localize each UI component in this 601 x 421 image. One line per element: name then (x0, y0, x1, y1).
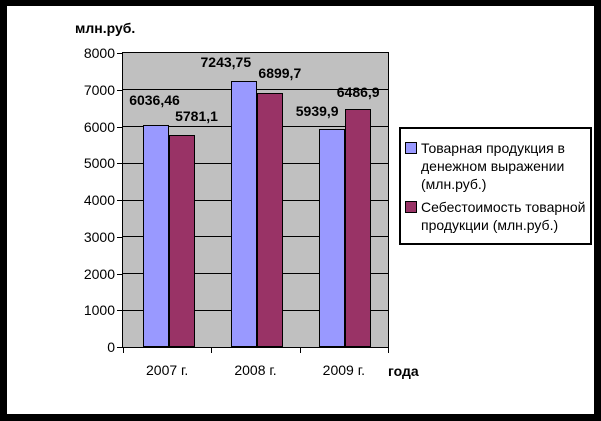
x-axis-category-label: 2008 г. (234, 362, 277, 378)
plot-area: 6036,46 5781,1 7243,75 6899,7 5939,9 6486,9 (122, 52, 389, 348)
bar-value-label: 6486,9 (336, 83, 380, 100)
legend-label: Товарная продукция в денежном выражении … (421, 140, 565, 192)
y-axis-tick (117, 236, 123, 238)
legend-swatch-series2 (405, 201, 417, 213)
y-axis-tick-label: 6000 (83, 118, 115, 135)
x-axis-title: года (388, 363, 419, 379)
y-axis-tick-label: 0 (107, 339, 115, 355)
chart-title: млн.руб. (75, 20, 136, 36)
y-axis-tick (117, 163, 123, 165)
bar-series2-2009 (345, 108, 372, 347)
legend-swatch-series1 (405, 142, 417, 154)
chart-canvas: млн.руб. 6036,46 5781,1 7243,75 6899,7 5939,… (7, 6, 594, 414)
bar-value-label: 5939,9 (295, 102, 339, 119)
x-axis-category-label: 2009 г. (322, 362, 365, 378)
x-axis-tick (211, 348, 213, 353)
y-axis-tick (117, 347, 123, 348)
y-axis-tick-label: 8000 (83, 45, 115, 61)
x-axis-tick (299, 348, 301, 353)
y-axis-tick-label: 1000 (83, 302, 115, 319)
x-axis-tick (388, 348, 389, 353)
y-axis-tick-label: 4000 (83, 192, 115, 208)
bar-series2-2008 (256, 93, 283, 347)
legend: Товарная продукция в денежном выражении … (399, 127, 592, 245)
bar-series1-2009 (319, 128, 346, 347)
legend-item: Товарная продукция в денежном выражении … (405, 139, 588, 193)
y-axis-tick (117, 53, 123, 54)
bar-series2-2007 (168, 134, 195, 347)
y-axis-tick-label: 2000 (83, 265, 115, 282)
legend-item: Себестоимость товарной продукции (млн.ру… (405, 198, 588, 234)
y-axis-tick (117, 310, 123, 312)
y-axis-tick-label: 7000 (83, 81, 115, 98)
bar-value-label: 6899,7 (258, 65, 302, 82)
x-axis-category-label: 2007 г. (145, 362, 189, 378)
bar-value-label: 6036,46 (129, 92, 180, 109)
legend-label: Себестоимость товарной продукции (млн.ру… (421, 199, 586, 233)
y-axis-tick (117, 273, 123, 275)
bar-series1-2007 (142, 125, 169, 347)
y-axis-tick (117, 126, 123, 128)
y-axis-tick-label: 3000 (83, 228, 115, 245)
y-axis-tick (117, 200, 123, 201)
bar-value-label: 7243,75 (200, 53, 252, 70)
bar-series1-2008 (230, 80, 257, 347)
bar-value-label: 5781,1 (175, 107, 218, 124)
y-axis-tick-label: 5000 (83, 155, 115, 172)
x-axis-tick (123, 348, 124, 353)
y-axis-tick (117, 89, 123, 91)
